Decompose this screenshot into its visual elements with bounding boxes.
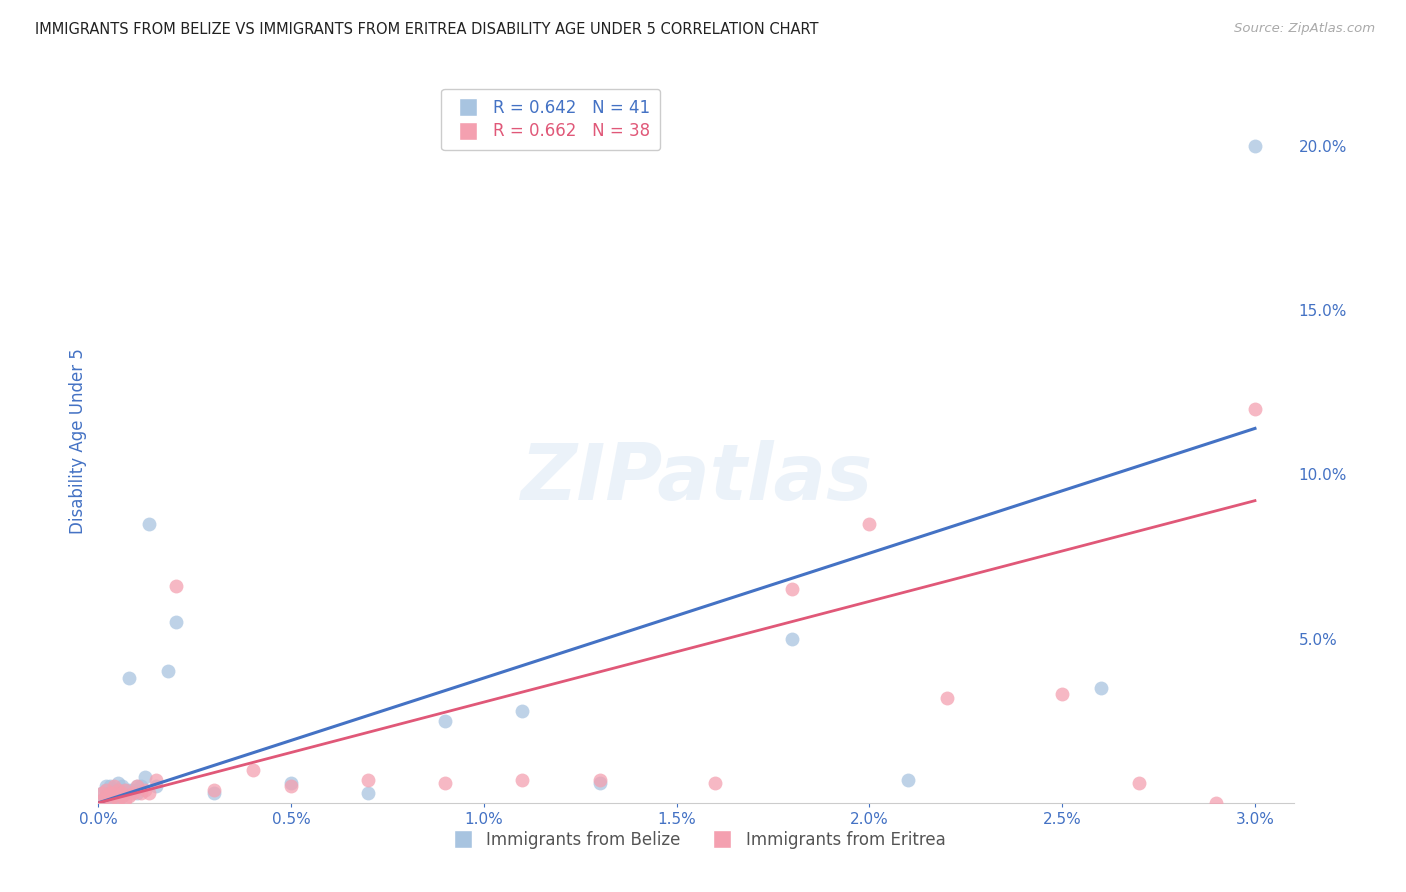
Point [103, 780, 125, 794]
Point [165, 615, 187, 630]
Point [242, 763, 264, 777]
Point [118, 782, 141, 797]
Point [129, 786, 152, 800]
Point [91, 792, 114, 806]
Point [129, 780, 152, 794]
Point [434, 776, 457, 790]
Point [138, 786, 160, 800]
Point [107, 782, 129, 797]
Point [512, 772, 534, 787]
Point [125, 786, 148, 800]
Point [145, 772, 167, 787]
Point [107, 782, 129, 797]
Point [118, 789, 141, 804]
Point [897, 772, 920, 787]
Point [1244, 401, 1267, 416]
Point [1090, 681, 1112, 695]
Point [107, 792, 129, 806]
Point [134, 770, 156, 784]
Point [125, 780, 148, 794]
Point [280, 780, 302, 794]
Point [94, 782, 117, 797]
Point [98, 786, 121, 800]
Point [91, 786, 114, 800]
Point [1128, 776, 1150, 790]
Text: ZIPatlas: ZIPatlas [520, 440, 872, 516]
Point [118, 671, 141, 685]
Legend: Immigrants from Belize, Immigrants from Eritrea: Immigrants from Belize, Immigrants from … [440, 824, 952, 856]
Point [94, 782, 117, 797]
Y-axis label: Disability Age Under 5: Disability Age Under 5 [69, 349, 87, 534]
Point [91, 786, 114, 800]
Point [94, 780, 117, 794]
Point [110, 780, 132, 794]
Point [704, 776, 727, 790]
Point [103, 786, 125, 800]
Point [103, 789, 125, 804]
Point [114, 792, 136, 806]
Point [98, 792, 121, 806]
Point [110, 789, 132, 804]
Point [858, 516, 880, 531]
Point [103, 786, 125, 800]
Point [1205, 796, 1227, 810]
Point [134, 782, 156, 797]
Point [98, 789, 121, 804]
Point [1244, 139, 1267, 153]
Point [125, 780, 148, 794]
Point [935, 690, 957, 705]
Point [107, 786, 129, 800]
Point [98, 780, 121, 794]
Point [94, 789, 117, 804]
Point [122, 782, 145, 797]
Point [202, 786, 225, 800]
Point [782, 582, 804, 597]
Point [588, 776, 610, 790]
Point [165, 579, 187, 593]
Point [357, 786, 380, 800]
Point [114, 786, 136, 800]
Point [357, 772, 380, 787]
Point [588, 772, 610, 787]
Point [103, 792, 125, 806]
Point [98, 786, 121, 800]
Point [512, 704, 534, 718]
Point [782, 632, 804, 646]
Point [1050, 687, 1073, 701]
Point [107, 776, 129, 790]
Point [145, 780, 167, 794]
Point [98, 792, 121, 806]
Point [156, 665, 179, 679]
Point [107, 789, 129, 804]
Point [280, 776, 302, 790]
Point [110, 789, 132, 804]
Point [103, 782, 125, 797]
Point [202, 782, 225, 797]
Point [114, 782, 136, 797]
Point [110, 786, 132, 800]
Text: IMMIGRANTS FROM BELIZE VS IMMIGRANTS FROM ERITREA DISABILITY AGE UNDER 5 CORRELA: IMMIGRANTS FROM BELIZE VS IMMIGRANTS FRO… [35, 22, 818, 37]
Point [94, 789, 117, 804]
Point [122, 786, 145, 800]
Point [91, 792, 114, 806]
Point [434, 714, 457, 728]
Text: Source: ZipAtlas.com: Source: ZipAtlas.com [1234, 22, 1375, 36]
Point [114, 782, 136, 797]
Point [138, 516, 160, 531]
